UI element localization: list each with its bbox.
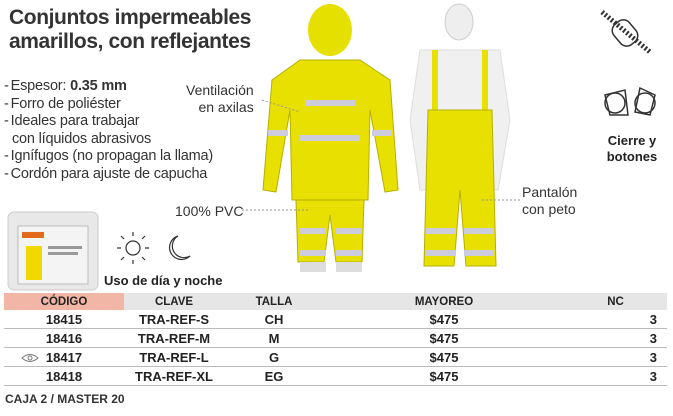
table-cell: TRA-REF-XL [124, 366, 224, 386]
callout-line: Cierre y [607, 133, 657, 148]
table-cell: TRA-REF-L [124, 347, 224, 367]
title-line: amarillos, con reflejantes [9, 30, 251, 53]
table-row: 18418 TRA-REF-XL EG $475 3 [4, 366, 667, 386]
table-body: 18415 TRA-REF-S CH $475 3 18416 TRA-REF-M M $475… [4, 310, 667, 386]
footer: CAJA 2 / MASTER 20 [5, 392, 125, 406]
pants-image [409, 3, 511, 267]
table-cell: TRA-REF-M [124, 328, 224, 348]
callout-line: Ventilación [186, 82, 254, 98]
table-cell: 3 [564, 328, 667, 348]
column-header: CÓDIGO [4, 293, 124, 310]
callout-material: 100% PVC [175, 203, 244, 219]
jacket-image [262, 4, 399, 272]
table-cell: G [224, 347, 324, 367]
feature-list: Espesor: 0.35 mm Forro de poliésterIdeal… [4, 78, 214, 184]
feature: con líquidos abrasivos [12, 130, 152, 147]
table-row: 18417 TRA-REF-L G $475 3 [4, 347, 667, 367]
table-cell: 18417 [4, 347, 124, 367]
column-header: NC [564, 293, 667, 310]
leader-lines [242, 99, 520, 211]
table-cell: EG [224, 366, 324, 386]
callout-pants: Pantalón con peto [522, 184, 577, 218]
closure-icon [600, 10, 656, 116]
product-table: CÓDIGO CLAVE TALLA MAYOREO NC 18415 TRA-REF-S… [4, 293, 667, 386]
callout-line: Pantalón [522, 184, 578, 200]
feature-value: 0.35 mm [70, 78, 127, 94]
callout-day-night: Uso de día y noche [104, 273, 223, 288]
table-cell: M [224, 328, 324, 348]
title: Conjuntos impermeables amarillos, con re… [9, 6, 251, 54]
table-cell: 3 [564, 366, 667, 386]
table-cell: 18415 [4, 310, 124, 329]
feature: Forro de poliéster [4, 96, 213, 114]
table-header: CÓDIGO CLAVE TALLA MAYOREO NC [4, 293, 667, 310]
callout-line: con peto [522, 201, 576, 217]
table-cell: 3 [564, 347, 667, 367]
feature: Cordón para ajuste de capucha [4, 166, 213, 184]
callout-ventilation: Ventilación en axilas [186, 82, 254, 116]
column-header: MAYOREO [324, 293, 564, 310]
day-night-icon [117, 232, 191, 264]
feature: Ideales para trabajar [4, 113, 213, 131]
column-header: CLAVE [124, 293, 224, 310]
title-line: Conjuntos impermeables [9, 6, 252, 29]
table-cell: TRA-REF-S [124, 310, 224, 329]
feature: Ignífugos (no propagan la llama) [4, 148, 214, 166]
table-row: 18416 TRA-REF-M M $475 3 [4, 328, 667, 348]
table-cell: $475 [324, 328, 564, 348]
package-image [7, 211, 99, 291]
callout-line: botones [606, 149, 658, 164]
table-cell: 18418 [4, 366, 124, 386]
callout-closure: Cierre y botones [594, 133, 670, 165]
table-cell: 3 [564, 310, 667, 329]
callout-line: en axilas [198, 99, 254, 115]
table-row: 18415 TRA-REF-S CH $475 3 [4, 310, 667, 329]
table-cell: $475 [324, 310, 564, 329]
feature-label: Espesor: [10, 78, 67, 94]
table-cell: $475 [324, 347, 564, 367]
table-cell: $475 [324, 366, 564, 386]
table-cell: CH [224, 310, 324, 329]
feature: Espesor: 0.35 mm [4, 78, 213, 96]
table-cell: 18416 [4, 328, 124, 348]
column-header: TALLA [224, 293, 324, 310]
